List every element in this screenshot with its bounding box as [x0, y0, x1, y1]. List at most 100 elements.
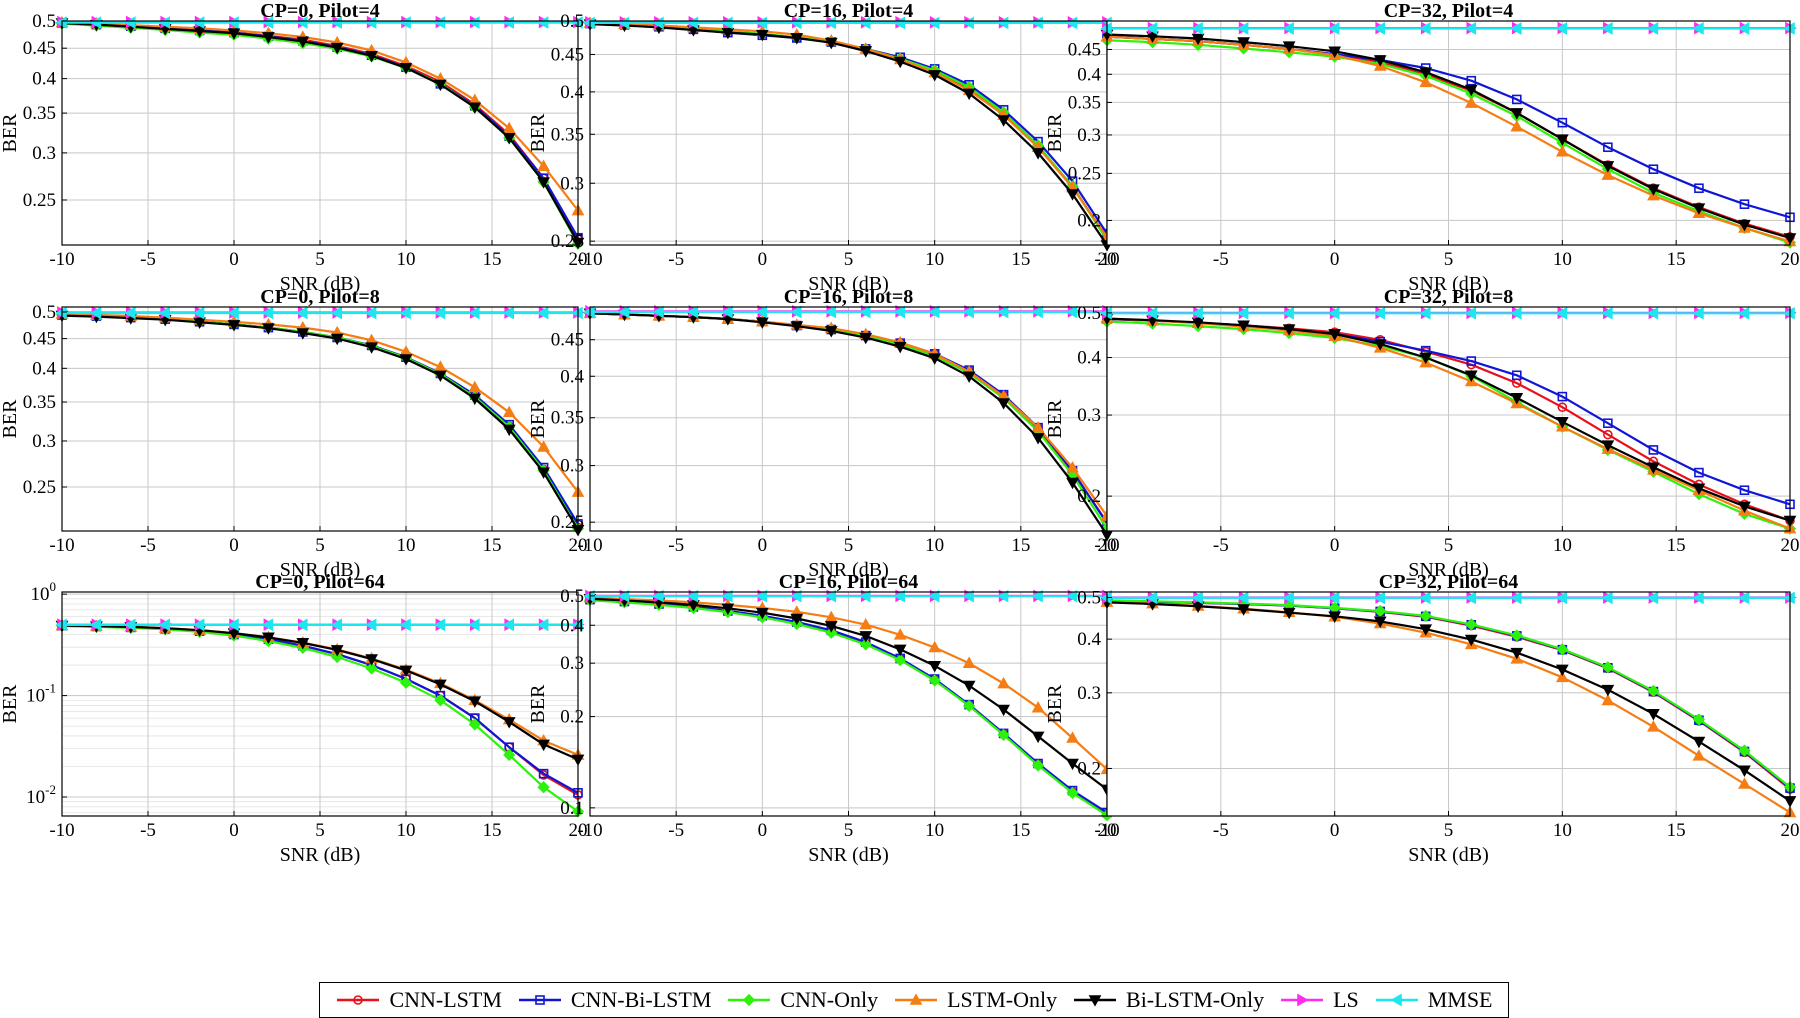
subplot-title: CP=16, Pilot=8: [784, 286, 913, 308]
data-point: [399, 306, 411, 320]
subplot-6: -10 -5 0 5 10 15 20 0.2 0.3 0.4 0.5 CP=32, Pilot=8 S…: [1044, 286, 1800, 581]
data-point: [536, 618, 549, 632]
data-point: [1031, 420, 1045, 433]
data-point: [790, 613, 804, 626]
data-point: [1603, 142, 1613, 153]
y-tick-label: 0.45: [551, 330, 584, 351]
legend-label: LS: [1333, 987, 1359, 1012]
x-tick-label: 15: [483, 249, 502, 270]
y-tick-label: 0.5: [560, 586, 584, 607]
data-point: [1031, 731, 1045, 744]
data-point: [433, 306, 446, 320]
data-point: [502, 306, 515, 320]
series-line: [1106, 39, 1791, 244]
legend-marker: [909, 993, 923, 1005]
x-tick-label: 15: [1011, 249, 1030, 270]
data-point: [1601, 306, 1613, 320]
y-tick-label: 0.35: [23, 103, 56, 124]
data-point: [502, 133, 516, 145]
subplot-8: -10 -5 0 5 10 15 200.10.20.30.40.5CP=16, Pilot…: [527, 571, 1117, 866]
data-point: [399, 16, 411, 29]
data-point: [1373, 616, 1387, 629]
data-point: [364, 306, 377, 320]
legend-marker: [535, 995, 545, 1005]
data-point: [928, 589, 940, 603]
data-point: [1191, 317, 1205, 329]
data-point: [859, 631, 873, 643]
data-point: [1601, 684, 1615, 697]
data-point: [296, 638, 310, 650]
data-point: [536, 16, 549, 29]
x-tick-label: -10: [1094, 249, 1119, 270]
y-axis-label: BER: [0, 684, 21, 724]
data-point: [1601, 161, 1615, 173]
data-point: [1510, 108, 1524, 120]
series-line: [1106, 33, 1791, 240]
data-point: [755, 607, 769, 620]
data-point: [192, 306, 205, 320]
x-axis-label: SNR (dB): [280, 559, 361, 581]
data-point: [1738, 765, 1751, 777]
data-point: [399, 676, 413, 689]
series-bi-lstm-only: [583, 308, 1114, 542]
x-tick-label: 20: [1781, 249, 1800, 270]
data-point: [1373, 306, 1385, 320]
data-point: [1738, 777, 1751, 789]
subplot-9: -10 -5 0 5 10 15 20 0.2 0.3 0.4 0.5 CP=32, Pilot=64…: [1044, 571, 1800, 866]
legend-marker: [1088, 995, 1102, 1007]
data-point: [1282, 41, 1296, 53]
y-tick-label: 0.25: [23, 190, 56, 211]
y-tick-label: 0.4: [560, 366, 584, 387]
y-tick-label: 0.4: [560, 615, 584, 636]
data-point: [1646, 22, 1659, 35]
data-point: [1191, 601, 1205, 613]
legend-swatch: [728, 993, 771, 1007]
y-axis-label: BER: [1044, 113, 1066, 153]
y-tick-label: 0.3: [1077, 125, 1101, 146]
y-tick-label: 0.2: [1077, 486, 1101, 507]
data-point: [1694, 183, 1704, 194]
data-point: [296, 16, 308, 29]
x-tick-label: 15: [1667, 249, 1686, 270]
legend-item: LSTM-Only: [893, 987, 1057, 1013]
data-point: [1282, 607, 1296, 620]
data-point: [1191, 306, 1203, 320]
data-point: [893, 305, 906, 319]
data-point: [399, 618, 411, 632]
subplot-4: -10 -5 0 5 10 15 200.250.30.350.40.450.5CP=0, …: [0, 286, 588, 581]
subplot-1: -10 -5 0 5 10 15 200.250.30.350.40.450.5 CP=0, …: [0, 0, 588, 295]
data-point: [928, 661, 942, 673]
data-point: [89, 306, 102, 320]
data-point: [468, 380, 482, 393]
data-point: [1557, 402, 1568, 413]
data-point: [893, 628, 907, 640]
data-point: [997, 728, 1010, 742]
data-point: [1739, 485, 1750, 496]
data-point: [158, 618, 170, 632]
legend-label: LSTM-Only: [947, 987, 1058, 1012]
data-point: [652, 305, 664, 319]
y-axis-label: BER: [1044, 684, 1066, 724]
data-point: [1738, 219, 1751, 232]
series-line: [61, 314, 579, 531]
data-point: [1328, 46, 1342, 58]
data-point: [1647, 462, 1660, 474]
x-tick-label: 10: [1553, 535, 1572, 556]
data-point: [365, 654, 378, 666]
data-point: [962, 371, 976, 383]
x-tick-label: 20: [1098, 249, 1117, 270]
data-point: [859, 305, 871, 319]
legend-item: CNN-LSTM: [335, 987, 502, 1013]
legend-label: CNN-Only: [780, 987, 879, 1012]
data-point: [893, 644, 907, 657]
x-tick-label: 20: [1098, 820, 1117, 841]
data-point: [1555, 22, 1568, 35]
data-point: [1066, 731, 1079, 743]
subplot-title: CP=32, Pilot=4: [1384, 0, 1513, 22]
series-bi-lstm-only: [55, 310, 585, 537]
data-point: [1373, 339, 1387, 351]
data-point: [1419, 67, 1433, 79]
x-tick-label: 0: [758, 820, 768, 841]
data-point: [330, 618, 343, 632]
y-tick-label: 0.45: [1068, 39, 1101, 60]
